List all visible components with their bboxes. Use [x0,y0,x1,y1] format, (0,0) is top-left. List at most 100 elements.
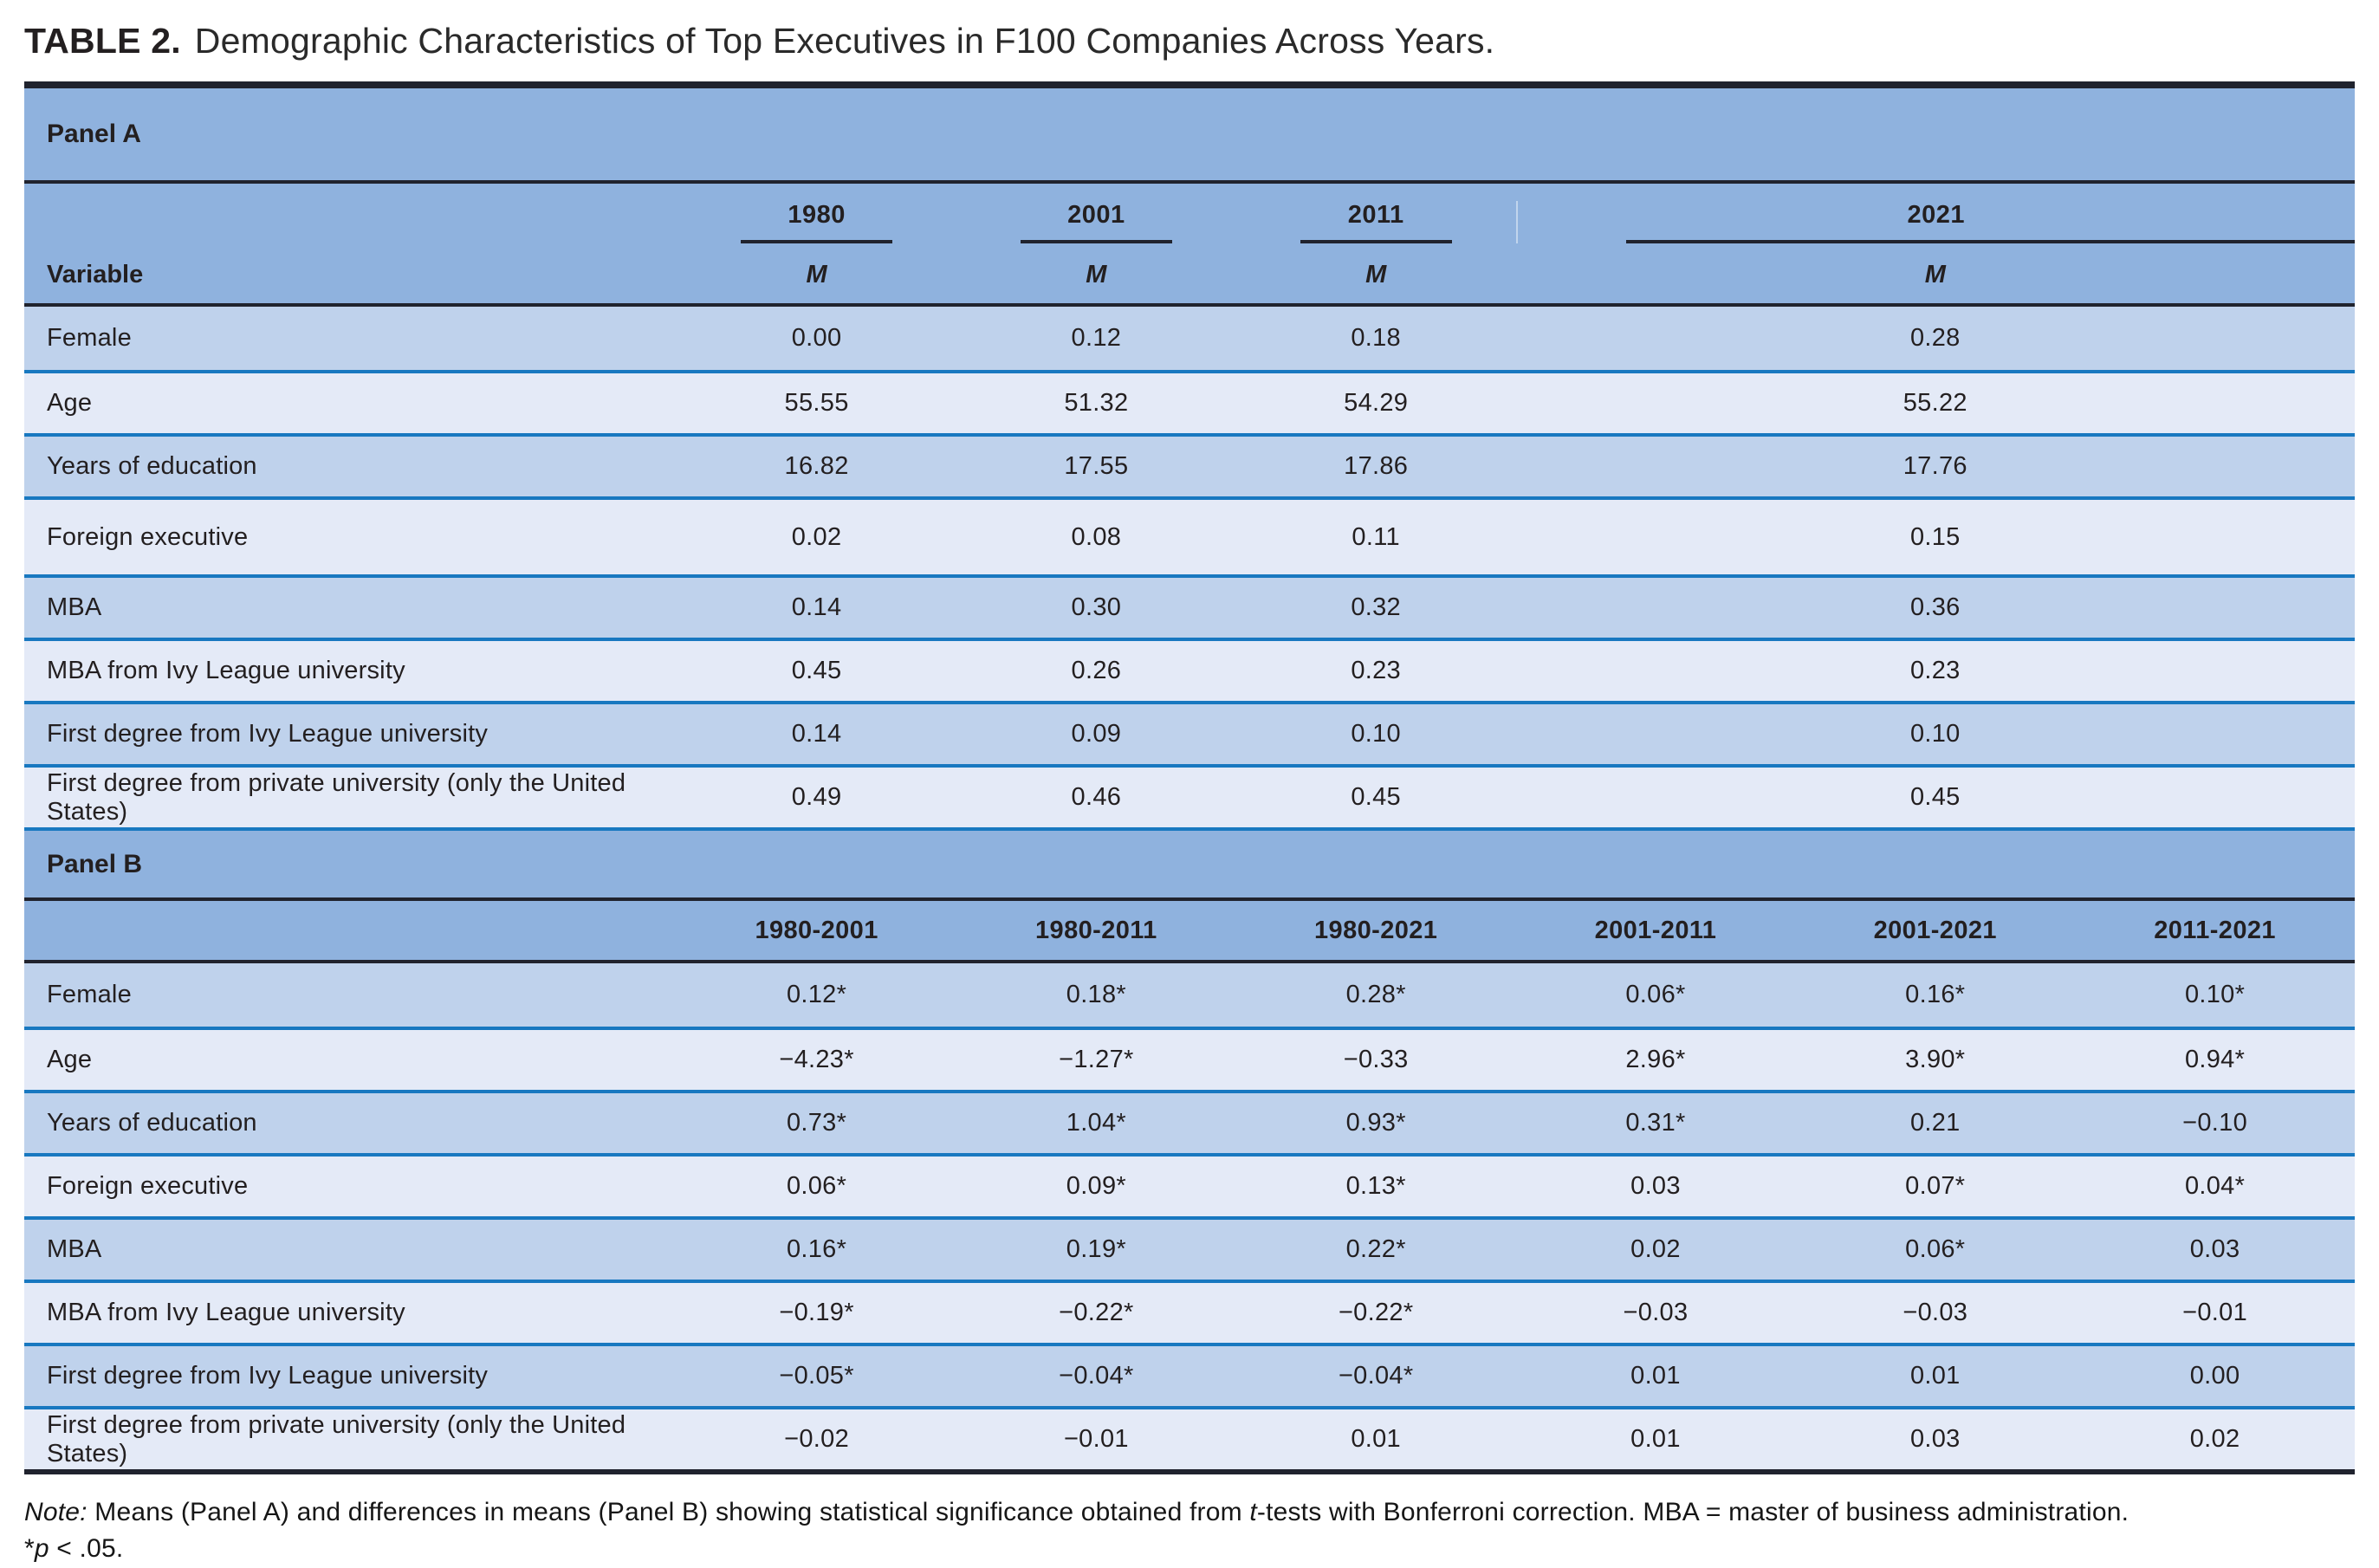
cell-value: 0.21 [1909,1109,1961,1137]
cell-value: 0.16* [1905,981,1966,1008]
year-header-2011: 2011 [1236,201,1516,243]
cell-value: 0.09* [1066,1172,1126,1200]
cell-value: 0.45 [791,657,842,684]
cell-value: 0.06* [786,1172,847,1200]
table-row: First degree from private university (on… [24,764,2355,827]
table-row: Female 0.12* 0.18* 0.28* 0.06* 0.16* 0.10* [24,963,2355,1027]
cell-value: 0.06* [1905,1235,1966,1263]
table-title: TABLE 2. Demographic Characteristics of T… [24,19,2355,62]
cell-value: 0.02 [1630,1235,1681,1263]
row-variable-label: Foreign executive [47,1172,249,1200]
mean-header: M [1086,261,1107,288]
cell-value: −0.04* [1338,1362,1414,1390]
cell-value: −0.01 [1063,1425,1129,1453]
panel-b-band: Panel B [24,827,2355,901]
panel-a-column-header: 1980 2001 2011 2021 Variable M [24,184,2355,307]
note-t: t [1249,1498,1257,1526]
row-variable-label: First degree from Ivy League university [47,1362,489,1390]
sig-threshold: < .05. [49,1534,124,1563]
cell-value: 0.01 [1351,1425,1401,1453]
range-header: 2001-2021 [1873,916,1997,944]
cell-value: 0.31* [1625,1109,1686,1137]
row-variable-label: Years of education [47,1109,257,1137]
range-header: 1980-2001 [755,916,878,944]
note-body-2: -tests with Bonferroni correction. MBA =… [1256,1498,2129,1526]
cell-value: 0.03 [1909,1425,1961,1453]
demographics-table: Panel A 1980 2001 2011 2021 [24,81,2355,1474]
cell-value: −0.03 [1623,1299,1689,1326]
range-header: 1980-2021 [1314,916,1438,944]
cell-value: 0.45 [1351,783,1401,811]
cell-value: −1.27* [1059,1046,1134,1073]
row-variable-label: Years of education [47,452,257,480]
year-label: 2001 [1067,201,1125,229]
cell-value: 0.06* [1625,981,1686,1008]
cell-value: 0.13* [1345,1172,1406,1200]
table-row: Foreign executive 0.06* 0.09* 0.13* 0.03 0.07… [24,1153,2355,1216]
cell-value: 55.55 [784,389,849,417]
cell-value: −0.10 [2182,1109,2248,1137]
cell-value: 17.76 [1903,452,1967,480]
cell-value: 0.02 [791,522,842,551]
table-row: First degree from Ivy League university −… [24,1343,2355,1406]
cell-value: −0.05* [779,1362,854,1390]
cell-value: 0.18* [1066,981,1126,1008]
row-variable-label: First degree from Ivy League university [47,720,489,748]
cell-value: 0.49 [791,783,842,811]
panel-a-measure-row: Variable M M M M [24,261,2355,289]
cell-value: 0.45 [1909,783,1961,811]
year-header-2021: 2021 [1515,201,2355,243]
cell-value: 0.10 [1909,720,1961,748]
cell-value: 0.22* [1345,1235,1406,1263]
range-header: 2011-2021 [2154,916,2276,944]
table-number: TABLE 2. [24,21,181,61]
cell-value: 0.00 [791,324,842,352]
cell-value: 0.01 [1630,1425,1681,1453]
cell-value: 0.12 [1071,324,1122,352]
cell-value: −0.22* [1059,1299,1134,1326]
range-header: 1980-2011 [1035,916,1157,944]
cell-value: −0.04* [1059,1362,1134,1390]
mean-header: M [806,261,827,288]
panel-a-year-row: 1980 2001 2011 2021 [24,201,2355,243]
cell-value: 2.96* [1625,1046,1686,1073]
cell-value: 0.14 [791,720,842,748]
cell-value: 0.32 [1351,593,1401,621]
row-variable-label: Female [47,324,132,352]
cell-value: 1.04* [1066,1109,1126,1137]
cell-value: 0.07* [1905,1172,1966,1200]
table-row: Age −4.23* −1.27* −0.33 2.96* 3.90* 0.94* [24,1027,2355,1090]
cell-value: −0.01 [2182,1299,2248,1326]
cell-value: 0.16* [786,1235,847,1263]
cell-value: 0.73* [786,1109,847,1137]
cell-value: 0.10* [2184,981,2246,1008]
note-body: Means (Panel A) and differences in means… [87,1498,1250,1526]
column-underline [1300,240,1452,243]
row-variable-label: Foreign executive [47,522,249,551]
column-underline [1626,240,2355,243]
panel-a-rows: Female 0.00 0.12 0.18 0.28 Age 55.55 51.32 54.29… [24,307,2355,827]
range-header: 2001-2011 [1594,916,1717,944]
row-variable-label: Age [47,1046,93,1073]
mean-header: M [1924,261,1946,288]
cell-value: 3.90* [1905,1046,1966,1073]
year-label: 2011 [1347,201,1404,229]
cell-value: −0.33 [1343,1046,1409,1073]
cell-value: 0.08 [1071,522,1122,551]
cell-value: 17.86 [1344,452,1409,480]
column-underline [741,240,893,243]
cell-value: 0.01 [1630,1362,1681,1390]
cell-value: −0.03 [1903,1299,1968,1326]
cell-value: 0.28 [1909,324,1961,352]
cell-value: 0.03 [2189,1235,2240,1263]
note-label: Note: [24,1498,88,1526]
cell-value: 0.10 [1351,720,1401,748]
cell-value: 0.36 [1909,593,1961,621]
cell-value: 0.11 [1352,522,1400,551]
cell-value: 0.02 [2189,1425,2240,1453]
table-row: Foreign executive 0.02 0.08 0.11 0.15 [24,496,2355,574]
cell-value: −0.22* [1338,1299,1414,1326]
cell-value: −0.02 [784,1425,850,1453]
mean-header: M [1365,261,1387,288]
